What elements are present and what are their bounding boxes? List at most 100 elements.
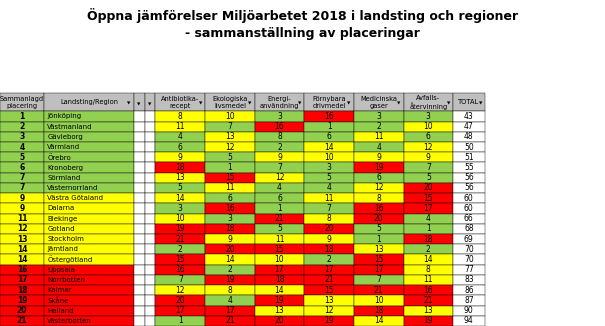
Text: Sammanlagd
placering: Sammanlagd placering <box>0 96 44 109</box>
Text: 19: 19 <box>424 317 433 325</box>
FancyBboxPatch shape <box>404 275 453 285</box>
Text: 11: 11 <box>275 235 284 244</box>
FancyBboxPatch shape <box>145 203 155 214</box>
FancyBboxPatch shape <box>44 122 134 132</box>
Text: Öppna jämförelser Miljöarbetet 2018 i landsting och regioner
- sammanställning a: Öppna jämförelser Miljöarbetet 2018 i la… <box>87 8 518 40</box>
FancyBboxPatch shape <box>145 142 155 152</box>
FancyBboxPatch shape <box>134 93 145 111</box>
FancyBboxPatch shape <box>404 244 453 254</box>
Text: 12: 12 <box>374 184 384 192</box>
FancyBboxPatch shape <box>205 265 255 275</box>
FancyBboxPatch shape <box>134 244 145 254</box>
Text: 51: 51 <box>464 153 474 162</box>
Text: ▼: ▼ <box>137 103 141 107</box>
FancyBboxPatch shape <box>0 93 44 111</box>
FancyBboxPatch shape <box>453 275 485 285</box>
FancyBboxPatch shape <box>354 254 404 265</box>
FancyBboxPatch shape <box>404 295 453 305</box>
FancyBboxPatch shape <box>44 316 134 326</box>
Text: 15: 15 <box>225 173 235 182</box>
FancyBboxPatch shape <box>354 193 404 203</box>
FancyBboxPatch shape <box>134 275 145 285</box>
FancyBboxPatch shape <box>304 214 354 224</box>
FancyBboxPatch shape <box>155 173 205 183</box>
FancyBboxPatch shape <box>155 275 205 285</box>
Text: 21: 21 <box>374 286 384 295</box>
FancyBboxPatch shape <box>404 183 453 193</box>
Text: 55: 55 <box>464 163 474 172</box>
FancyBboxPatch shape <box>145 93 155 111</box>
FancyBboxPatch shape <box>255 244 304 254</box>
FancyBboxPatch shape <box>255 224 304 234</box>
FancyBboxPatch shape <box>44 295 134 305</box>
Text: Västmanland: Västmanland <box>47 124 93 130</box>
FancyBboxPatch shape <box>205 193 255 203</box>
Text: 4: 4 <box>19 142 25 152</box>
FancyBboxPatch shape <box>155 132 205 142</box>
FancyBboxPatch shape <box>134 305 145 316</box>
FancyBboxPatch shape <box>0 132 44 142</box>
Text: ▼: ▼ <box>347 101 351 106</box>
Text: 5: 5 <box>426 173 431 182</box>
FancyBboxPatch shape <box>354 265 404 275</box>
FancyBboxPatch shape <box>354 93 404 111</box>
Text: ▼: ▼ <box>298 101 301 106</box>
Text: 7: 7 <box>227 122 232 131</box>
Text: 5: 5 <box>376 224 381 233</box>
FancyBboxPatch shape <box>145 173 155 183</box>
FancyBboxPatch shape <box>145 265 155 275</box>
Text: 12: 12 <box>424 142 433 152</box>
Text: 1: 1 <box>327 122 332 131</box>
Text: TOTAL: TOTAL <box>459 99 479 105</box>
FancyBboxPatch shape <box>404 193 453 203</box>
Text: Dalarna: Dalarna <box>47 205 74 212</box>
FancyBboxPatch shape <box>304 224 354 234</box>
Text: 19: 19 <box>17 296 27 305</box>
Text: 20: 20 <box>175 296 185 305</box>
FancyBboxPatch shape <box>255 214 304 224</box>
FancyBboxPatch shape <box>304 162 354 173</box>
Text: 8: 8 <box>376 194 381 203</box>
FancyBboxPatch shape <box>44 265 134 275</box>
FancyBboxPatch shape <box>354 224 404 234</box>
FancyBboxPatch shape <box>304 316 354 326</box>
Text: 14: 14 <box>424 255 433 264</box>
FancyBboxPatch shape <box>453 93 485 111</box>
Text: 14: 14 <box>17 245 27 254</box>
Text: 6: 6 <box>426 132 431 141</box>
Text: 3: 3 <box>327 163 332 172</box>
Text: 1: 1 <box>19 112 25 121</box>
FancyBboxPatch shape <box>255 122 304 132</box>
Text: 60: 60 <box>464 204 474 213</box>
Text: 5: 5 <box>227 153 232 162</box>
FancyBboxPatch shape <box>453 224 485 234</box>
Text: 9: 9 <box>376 153 381 162</box>
FancyBboxPatch shape <box>134 234 145 244</box>
FancyBboxPatch shape <box>44 93 134 111</box>
Text: 18: 18 <box>17 286 27 295</box>
Text: 15: 15 <box>374 255 384 264</box>
FancyBboxPatch shape <box>304 295 354 305</box>
FancyBboxPatch shape <box>44 254 134 265</box>
Text: 6: 6 <box>178 142 183 152</box>
FancyBboxPatch shape <box>0 152 44 162</box>
Text: 8: 8 <box>178 112 183 121</box>
Text: 94: 94 <box>464 317 474 325</box>
FancyBboxPatch shape <box>205 316 255 326</box>
Text: 9: 9 <box>227 235 232 244</box>
Text: 7: 7 <box>426 163 431 172</box>
Text: 4: 4 <box>277 184 282 192</box>
Text: 20: 20 <box>225 245 235 254</box>
FancyBboxPatch shape <box>145 305 155 316</box>
Text: Norrbotten: Norrbotten <box>47 277 85 283</box>
Text: 90: 90 <box>464 306 474 315</box>
FancyBboxPatch shape <box>255 295 304 305</box>
FancyBboxPatch shape <box>453 316 485 326</box>
FancyBboxPatch shape <box>255 111 304 122</box>
FancyBboxPatch shape <box>453 234 485 244</box>
Text: 16: 16 <box>424 286 433 295</box>
FancyBboxPatch shape <box>354 173 404 183</box>
FancyBboxPatch shape <box>304 142 354 152</box>
Text: 18: 18 <box>374 306 384 315</box>
FancyBboxPatch shape <box>155 224 205 234</box>
